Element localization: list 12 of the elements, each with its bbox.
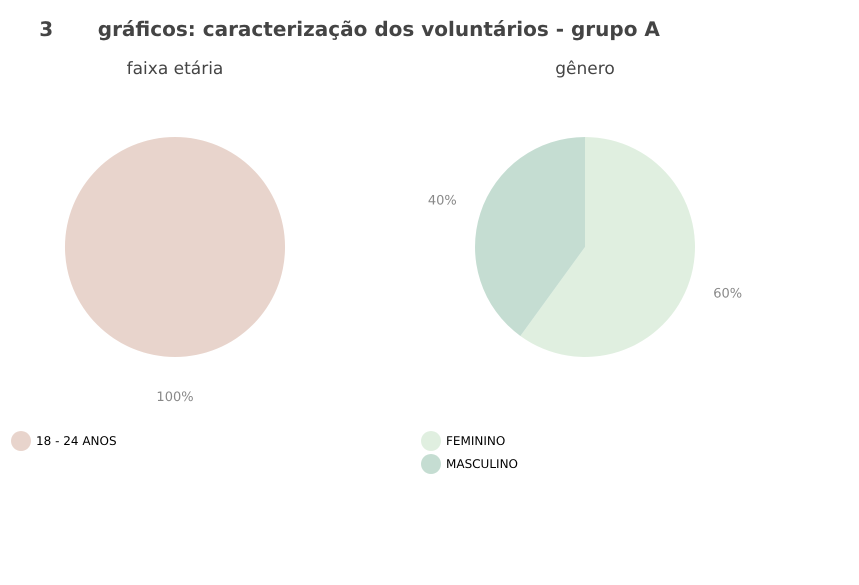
text: 3 bbox=[39, 17, 54, 41]
pie-slice bbox=[475, 137, 585, 336]
chart-title: faixa etária bbox=[126, 59, 224, 79]
pie-slice bbox=[520, 137, 695, 357]
legend-label: FEMININO bbox=[446, 434, 506, 448]
legend-label: MASCULINO bbox=[446, 457, 518, 471]
data-label: 100% bbox=[156, 390, 194, 405]
data-label: 40% bbox=[428, 194, 457, 209]
legend-label: 18 - 24 ANOS bbox=[36, 434, 117, 448]
data-label: 60% bbox=[713, 286, 742, 302]
text: gráficos: caracterização dos voluntários - grupo A bbox=[98, 17, 660, 41]
chart-title: gênero bbox=[555, 59, 615, 79]
